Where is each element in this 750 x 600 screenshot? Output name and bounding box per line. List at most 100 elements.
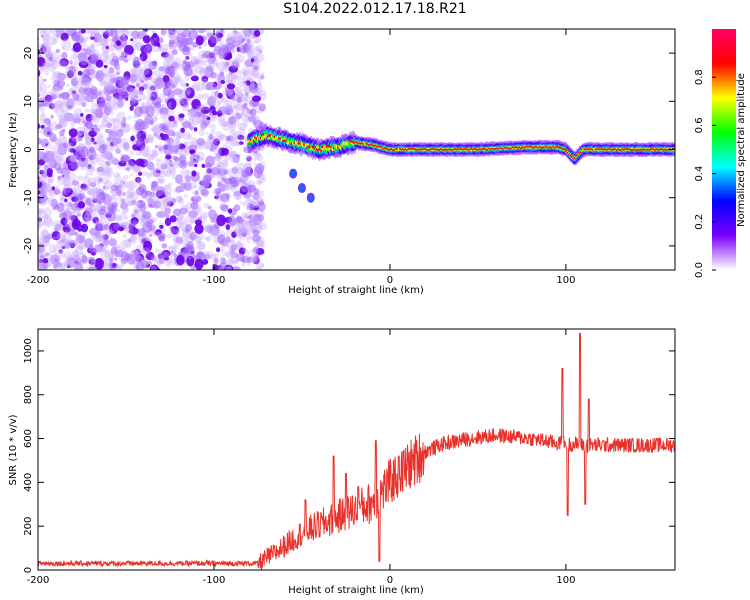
spectrogram-noise-blob xyxy=(142,29,149,32)
spectrogram-noise-blob xyxy=(183,141,188,146)
spectrogram-noise-blob xyxy=(59,29,68,34)
spectrogram-noise-blob xyxy=(81,186,87,191)
spectrogram-noise-blob xyxy=(193,206,200,214)
spectrogram-noise-blob xyxy=(230,244,237,251)
spectrogram-noise-blob xyxy=(168,132,174,136)
spectrogram-noise-blob xyxy=(226,74,231,78)
spectrogram-noise-blob xyxy=(40,237,44,241)
spectrogram-noise-blob xyxy=(210,123,216,131)
spectrogram-noise-blob xyxy=(253,157,258,162)
spectrogram-noise-blob xyxy=(107,173,112,179)
spectrogram-noise-blob xyxy=(206,116,211,121)
spectrogram-noise-blob xyxy=(132,249,136,254)
spectrogram-noise-blob xyxy=(241,92,245,97)
spectrogram-noise-blob xyxy=(227,199,231,203)
spectrogram-noise-blob xyxy=(164,203,172,213)
spectrogram-noise-blob xyxy=(224,105,234,116)
spectrogram-noise-blob xyxy=(75,145,83,152)
spectrogram-noise-blob xyxy=(122,215,129,221)
spectrogram-noise-blob xyxy=(132,115,137,119)
spectrogram-noise-blob xyxy=(112,117,120,124)
spectrogram-noise-blob xyxy=(128,235,138,244)
spectrogram-noise-blob xyxy=(198,67,208,78)
spectrogram-noise-blob xyxy=(72,250,80,258)
spectrogram-noise-blob xyxy=(127,238,131,243)
spectrogram-noise-blob xyxy=(174,245,179,250)
spectrogram-noise-blob xyxy=(30,78,37,87)
spectrogram-noise-blob xyxy=(86,190,93,196)
spectrogram-noise-blob xyxy=(31,138,37,145)
spectrogram-noise-blob xyxy=(152,150,159,158)
spectrogram-noise-blob xyxy=(113,242,117,245)
spectrogram-noise-blob xyxy=(66,29,75,35)
spectrogram-noise-blob xyxy=(210,82,215,85)
spectrogram-noise-blob xyxy=(61,38,72,52)
spectrogram-noise-blob xyxy=(230,75,237,80)
spectrogram-noise-blob xyxy=(74,265,82,270)
spectrogram-noise-blob xyxy=(68,128,78,138)
spectrogram-noise-blob xyxy=(244,182,248,186)
spectrogram-noise-blob xyxy=(52,220,61,232)
spectrogram-noise-blob xyxy=(111,55,120,65)
spectrogram-noise-blob xyxy=(214,62,220,68)
spectrogram-noise-blob xyxy=(42,186,48,194)
spectrogram-noise-blob xyxy=(71,263,75,268)
spectrogram-noise-blob xyxy=(77,130,85,139)
spectrogram-noise-blob xyxy=(202,225,208,231)
spectrogram-noise-blob xyxy=(45,184,53,192)
spectrogram-noise-blob xyxy=(146,88,153,97)
spectrogram-noise-blob xyxy=(187,110,194,117)
spectrogram-noise-blob xyxy=(241,261,246,268)
spectrogram-noise-blob xyxy=(61,92,67,99)
spectrogram-noise-blob xyxy=(80,113,84,117)
spectrogram-noise-blob xyxy=(83,36,88,43)
spectrogram-noise-blob xyxy=(187,187,193,191)
spectrogram-noise-blob xyxy=(80,77,91,90)
spectrogram-noise-blob xyxy=(178,180,182,184)
spectrogram-noise-blob xyxy=(237,193,242,200)
spectrogram-noise-blob xyxy=(251,95,262,102)
spectrogram-noise-blob xyxy=(116,143,123,149)
spectrogram-noise-blob xyxy=(124,221,130,227)
spectrogram-noise-blob xyxy=(137,181,141,185)
spectrogram-noise-blob xyxy=(93,141,97,145)
spectrogram-noise-blob xyxy=(61,136,67,143)
spectrogram-noise-blob xyxy=(198,29,206,34)
spectrogram-noise-blob xyxy=(51,34,60,41)
spectrogram-noise-blob xyxy=(101,165,111,175)
spectrogram-noise-blob xyxy=(110,89,118,95)
spectrogram-noise-blob xyxy=(253,150,258,155)
spectrogram-noise-blob xyxy=(31,183,36,187)
spectrogram-noise-blob xyxy=(158,200,168,211)
spectrogram-noise-blob xyxy=(137,171,143,176)
spectrogram-noise-blob xyxy=(154,201,160,207)
spectrogram-noise-blob xyxy=(111,250,116,256)
spectrogram-noise-blob xyxy=(226,83,236,90)
spectrogram-noise-blob xyxy=(166,214,172,218)
spectrogram-noise-blob xyxy=(238,223,245,230)
spectrogram-noise-blob xyxy=(122,184,129,189)
spectrogram-noise-blob xyxy=(223,121,229,128)
spectrogram-noise-blob xyxy=(98,144,106,154)
spectrogram-noise-blob xyxy=(103,64,108,69)
snr-x-tick-label: -100 xyxy=(203,575,226,586)
spectrogram-noise-blob xyxy=(106,101,111,106)
spectrogram-noise-blob xyxy=(215,131,223,138)
spectrogram-noise-blob xyxy=(77,136,83,142)
spectrogram-noise-blob xyxy=(156,210,167,219)
spectrogram-noise-blob xyxy=(257,154,264,162)
spectrogram-noise-blob xyxy=(112,158,120,166)
spectrogram-noise-blob xyxy=(129,74,138,83)
spectrogram-noise-blob xyxy=(62,170,66,174)
spectrogram-noise-blob xyxy=(98,176,104,184)
spectrogram-noise-blob xyxy=(70,120,74,125)
spectrogram-noise-blob xyxy=(140,221,148,228)
spectrogram-noise-blob xyxy=(197,104,206,112)
spectrogram-noise-blob xyxy=(99,51,109,63)
spectrogram-noise-blob xyxy=(123,197,133,207)
spectrogram-noise-blob xyxy=(254,152,261,160)
spectrogram-noise-blob xyxy=(203,60,208,63)
spectrogram-noise-blob xyxy=(152,203,160,210)
spectrogram-noise-blob xyxy=(167,246,172,250)
spectrogram-noise-blob xyxy=(258,200,265,207)
